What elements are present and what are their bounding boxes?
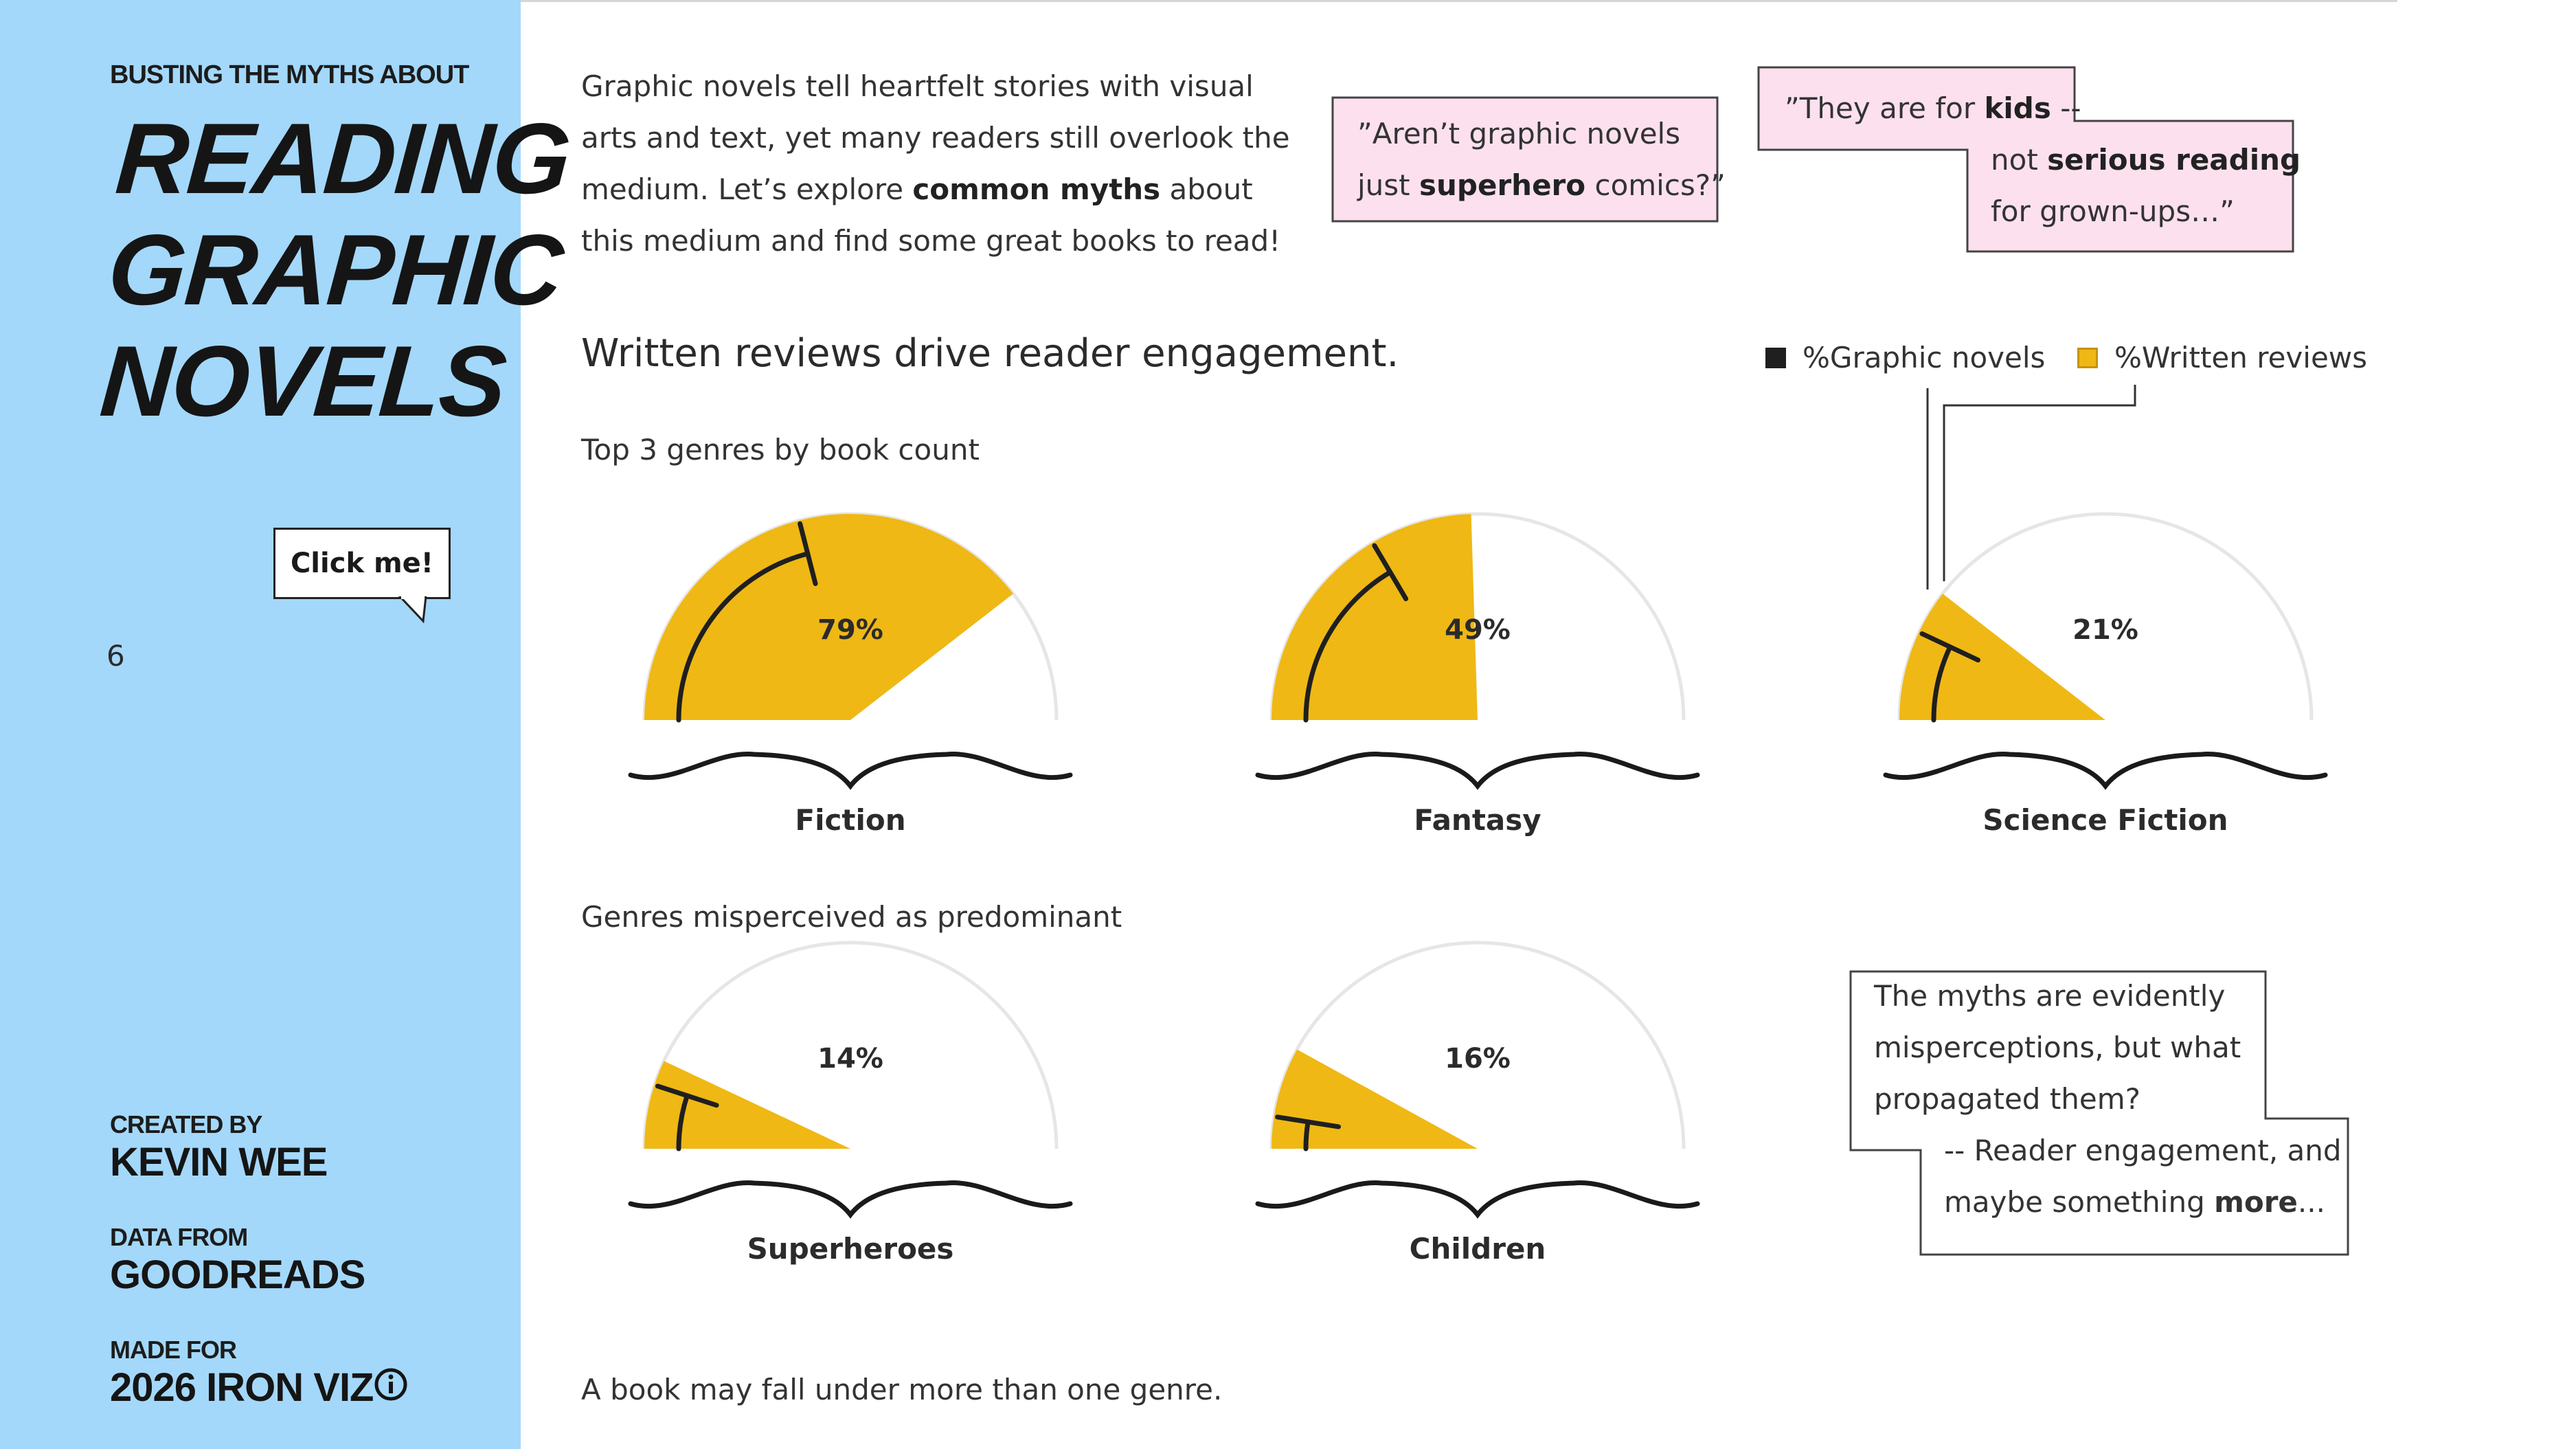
section-heading: Written reviews drive reader engagement.	[581, 331, 1399, 376]
intro-text-end: about this medium and find some great bo…	[581, 172, 1281, 258]
legend-swatch-black	[1765, 347, 1786, 368]
created-by-label: CREATED BY	[110, 1110, 262, 1138]
graphic-novels-tick	[655, 1083, 719, 1108]
book-brace-icon	[1255, 752, 1700, 790]
info-icon[interactable]	[374, 1367, 408, 1402]
graphic-novels-tick	[1919, 631, 1981, 663]
intro-paragraph: Graphic novels tell heartfelt stories wi…	[581, 60, 1296, 267]
graphic-novels-tick	[798, 521, 818, 586]
made-for-value: 2026 IRON VIZ	[110, 1365, 374, 1410]
gauge-value-label: 16%	[1445, 1043, 1511, 1075]
book-brace-icon	[628, 1180, 1073, 1219]
top-rule	[0, 0, 2397, 2]
quote-kids-line3: for grown-ups…”	[1991, 194, 2235, 228]
graphic-novels-arc	[1931, 644, 1953, 723]
gauge-value-label: 79%	[817, 614, 883, 646]
sidebar	[0, 0, 521, 1449]
myth-line: maybe something more...	[1944, 1185, 2325, 1219]
subhead-misperceived: Genres misperceived as predominant	[581, 900, 1122, 934]
legend-written-reviews: %Written reviews	[2077, 341, 2367, 374]
genre-label: Fantasy	[1414, 803, 1541, 837]
graphic-novels-tick	[1372, 543, 1409, 602]
quote-line: just superhero comics?”	[1357, 168, 1726, 202]
myth-box-frame	[1849, 970, 2349, 1256]
legend-swatch-gold	[2077, 347, 2098, 368]
myth-line: misperceptions, but what	[1874, 1031, 2241, 1064]
gauge-value-label: 21%	[2072, 614, 2138, 646]
myth-line: The myths are evidently	[1874, 979, 2226, 1013]
quote-box-superhero	[1331, 96, 1719, 223]
myth-line: -- Reader engagement, and	[1944, 1134, 2342, 1167]
created-by-value: KEVIN WEE	[110, 1140, 328, 1184]
genre-label: Children	[1410, 1232, 1546, 1266]
graphic-novels-arc	[676, 1093, 690, 1152]
intro-bold: common myths	[912, 172, 1161, 206]
data-from-label: DATA FROM	[110, 1223, 248, 1251]
genre-label: Fiction	[795, 803, 905, 837]
quote-kids-line1: ”They are for kids --	[1785, 91, 2081, 125]
myth-box: The myths are evidently misperceptions, …	[1851, 970, 2342, 1228]
quote-line: ”Aren’t graphic novels	[1357, 117, 1681, 150]
legend-graphic-novels: %Graphic novels	[1765, 341, 2045, 374]
data-from-value: GOODREADS	[110, 1253, 365, 1297]
intro-text: Graphic novels tell heartfelt stories wi…	[581, 69, 1290, 206]
written-reviews-wedge	[1272, 514, 1478, 720]
written-reviews-wedge	[1899, 594, 2105, 720]
book-brace-icon	[628, 752, 1073, 790]
quote-superhero: ”Aren’t graphic novels just superhero co…	[1357, 108, 1726, 211]
graphic-novels-arc	[1303, 1119, 1311, 1152]
subhead-top-genres: Top 3 genres by book count	[581, 433, 980, 467]
book-brace-icon	[1255, 1180, 1700, 1219]
made-for-label: MADE FOR	[110, 1336, 237, 1364]
legend-label: %Written reviews	[2114, 341, 2368, 374]
gauge-value-label: 14%	[817, 1043, 883, 1075]
kicker-text: BUSTING THE MYTHS ABOUT	[110, 60, 469, 89]
legend-label: %Graphic novels	[1803, 341, 2046, 374]
written-reviews-wedge	[644, 1061, 850, 1149]
graphic-novels-tick	[1275, 1114, 1342, 1130]
click-me-button[interactable]: Click me!	[273, 528, 451, 599]
genre-label: Science Fiction	[1982, 803, 2228, 837]
gauge-value-label: 49%	[1445, 614, 1511, 646]
page-counter: 6	[106, 639, 125, 673]
book-brace-icon	[1883, 752, 2328, 790]
speech-tail-icon	[398, 596, 427, 624]
written-reviews-wedge	[644, 514, 1014, 720]
legend-leader-written	[1943, 385, 2136, 581]
genre-label: Superheroes	[747, 1232, 954, 1266]
gauge-track	[642, 941, 1059, 1149]
quote-box-kids	[1757, 66, 2294, 253]
footnote: A book may fall under more than one genr…	[581, 1373, 1223, 1406]
graphic-novels-arc	[676, 551, 811, 723]
graphic-novels-arc	[1303, 570, 1393, 723]
myth-line: propagated them?	[1874, 1082, 2140, 1116]
quote-boxes	[1331, 66, 2294, 253]
quote-kids-line2: not serious reading	[1991, 143, 2301, 177]
